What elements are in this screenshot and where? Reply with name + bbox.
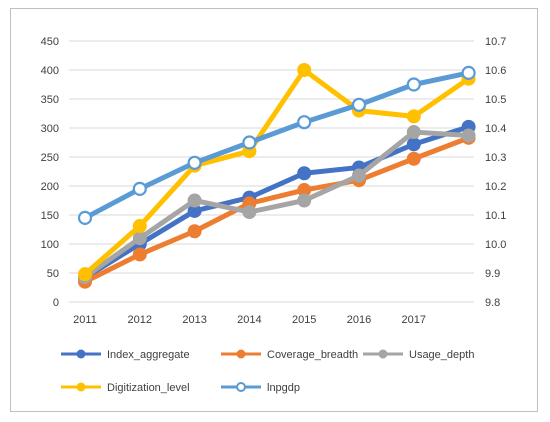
y-left-tick-label: 0 [53, 297, 59, 309]
data-point-index-aggregate [406, 137, 421, 152]
chart-frame: 0 50 100 150 200 250 300 350 400 450 9.8 9.9 10.0 10.… [10, 8, 538, 412]
y-left-tick-label: 50 [47, 268, 59, 280]
data-point-digitization-level [297, 63, 312, 77]
data-point-coverage-breadth [132, 247, 147, 262]
y-right-tick-label: 10.6 [485, 65, 506, 77]
y-right-tick-label: 10.7 [485, 36, 506, 48]
legend-label-digitization-level: Digitization_level [107, 382, 190, 394]
y-right-tick-label: 10.3 [485, 152, 506, 164]
data-point-coverage-breadth [406, 151, 421, 166]
data-point-lnpgdp [461, 65, 476, 81]
x-tick-label: 2015 [292, 314, 316, 326]
y-left-tick-label: 400 [41, 65, 59, 77]
legend-marker-coverage-breadth [236, 349, 246, 359]
y-left-tick-label: 300 [41, 123, 59, 135]
x-tick-label: 2012 [128, 314, 152, 326]
y-right-tick-label: 10.4 [485, 123, 506, 135]
line-chart: 0 50 100 150 200 250 300 350 400 450 9.8 9.9 10.0 10.… [41, 36, 507, 394]
series-lines [77, 63, 476, 289]
data-point-usage-depth [187, 193, 202, 208]
y-right-tick-label: 9.9 [485, 268, 500, 280]
data-point-usage-depth [461, 128, 476, 143]
data-point-lnpgdp [297, 115, 312, 130]
series-line-lnpgdp [82, 70, 472, 221]
legend-marker-digitization-level [76, 382, 86, 392]
data-point-usage-depth [297, 193, 312, 208]
legend-marker-usage-depth [378, 349, 388, 359]
y-left-tick-label: 150 [41, 210, 59, 222]
axes: 0 50 100 150 200 250 300 350 400 450 9.8 9.9 10.0 10.… [41, 36, 507, 326]
x-tick-label: 2013 [182, 314, 206, 326]
y-right-tick-label: 10.5 [485, 94, 506, 106]
data-point-lnpgdp [77, 210, 93, 225]
data-point-usage-depth [132, 231, 147, 246]
data-point-digitization-level [406, 109, 421, 124]
y-right-tick-label: 10.1 [485, 210, 506, 222]
x-tick-label: 2014 [237, 314, 261, 326]
legend: Index_aggregate Coverage_breadth Usage_dep… [61, 349, 474, 394]
y-right-tick-label: 9.8 [485, 297, 500, 309]
data-point-lnpgdp [406, 77, 421, 92]
data-point-lnpgdp [351, 97, 367, 112]
series-line-digitization-level [82, 67, 472, 277]
data-point-lnpgdp [187, 155, 202, 170]
x-tick-label: 2011 [73, 314, 97, 326]
data-point-lnpgdp [132, 181, 147, 196]
data-point-coverage-breadth [187, 224, 202, 239]
legend-marker-lnpgdp [236, 382, 246, 392]
data-point-usage-depth [406, 125, 421, 140]
legend-label-coverage-breadth: Coverage_breadth [267, 349, 358, 361]
data-point-index-aggregate [297, 166, 312, 181]
x-tick-label: 2017 [402, 314, 426, 326]
data-point-digitization-level [78, 267, 92, 282]
y-left-tick-label: 450 [41, 36, 59, 48]
y-right-tick-label: 10.0 [485, 239, 506, 251]
y-left-tick-label: 350 [41, 94, 59, 106]
data-point-digitization-level [132, 219, 147, 234]
y-right-tick-label: 10.2 [485, 181, 506, 193]
series-line-index-aggregate [82, 124, 472, 281]
legend-marker-index-aggregate [76, 349, 86, 359]
y-left-tick-label: 200 [41, 181, 59, 193]
y-left-tick-label: 250 [41, 152, 59, 164]
data-point-lnpgdp [242, 135, 257, 150]
series-line-coverage-breadth [82, 135, 472, 285]
data-point-usage-depth [242, 205, 257, 220]
series-line-usage-depth [82, 129, 472, 280]
y-left-tick-label: 100 [41, 239, 59, 251]
data-point-usage-depth [352, 168, 366, 183]
x-tick-label: 2016 [347, 314, 371, 326]
legend-label-index-aggregate: Index_aggregate [107, 349, 190, 361]
legend-label-lnpgdp: lnpgdp [267, 382, 300, 394]
legend-label-usage-depth: Usage_depth [409, 349, 474, 361]
